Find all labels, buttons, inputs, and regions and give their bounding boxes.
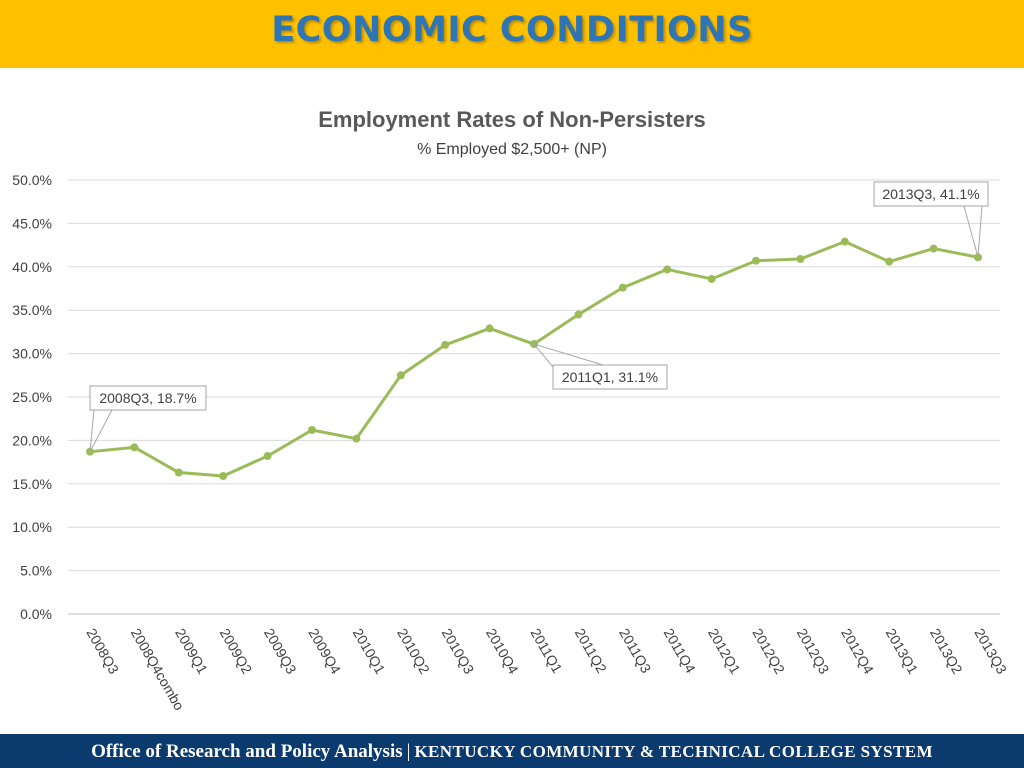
y-tick-label: 0.0% [20, 606, 52, 622]
annotation-leader [532, 343, 604, 368]
data-point [618, 283, 627, 292]
data-point [885, 257, 894, 266]
data-point [485, 324, 494, 333]
y-tick-label: 5.0% [20, 563, 52, 579]
data-point [707, 274, 716, 283]
employment-line-chart: Employment Rates of Non-Persisters % Empl… [12, 107, 1010, 713]
annotation-label: 2008Q3, 18.7% [99, 390, 196, 406]
data-point [574, 310, 583, 319]
footer-separator: | [406, 741, 411, 762]
x-tick-label: 2009Q4 [305, 626, 344, 677]
x-tick-label: 2011Q1 [527, 626, 565, 676]
x-tick-label: 2013Q2 [927, 626, 966, 677]
x-tick-label: 2012Q1 [705, 626, 744, 677]
y-tick-label: 25.0% [12, 389, 52, 405]
data-point [130, 443, 139, 452]
data-point [396, 371, 405, 380]
footer-banner: Office of Research and Policy Analysis | K… [0, 734, 1024, 768]
y-tick-label: 30.0% [12, 346, 52, 362]
x-tick-label: 2008Q3 [83, 626, 122, 677]
data-point [219, 471, 228, 480]
data-point [308, 425, 316, 434]
x-tick-label: 2009Q1 [172, 626, 211, 677]
x-tick-label: 2009Q2 [217, 626, 256, 677]
x-tick-label: 2012Q4 [838, 626, 877, 677]
page-title: ECONOMIC CONDITIONS [271, 10, 753, 50]
header-banner: ECONOMIC CONDITIONS [0, 0, 1024, 68]
y-tick-label: 35.0% [12, 302, 52, 318]
y-tick-label: 20.0% [12, 432, 52, 448]
annotation-box [89, 385, 207, 411]
y-tick-label: 50.0% [12, 172, 52, 188]
x-tick-label: 2010Q1 [350, 626, 389, 677]
data-point [263, 452, 272, 461]
annotation-leader [89, 409, 113, 452]
data-point [796, 254, 805, 263]
y-tick-label: 40.0% [12, 259, 52, 275]
x-tick-label: 2010Q2 [394, 626, 433, 677]
x-tick-label: 2009Q3 [261, 626, 300, 677]
chart-subtitle: % Employed $2,500+ (NP) [417, 141, 607, 158]
footer-system: KENTUCKY COMMUNITY & TECHNICAL COLLEGE S… [414, 742, 933, 761]
x-tick-label: 2012Q3 [794, 626, 833, 677]
annotation-label: 2011Q1, 31.1% [562, 369, 658, 385]
footer-text: Office of Research and Policy Analysis | K… [0, 741, 1024, 763]
data-point [352, 434, 361, 443]
annotation-label: 2013Q3, 41.1% [882, 186, 979, 202]
footer-office: Office of Research and Policy Analysis [91, 741, 403, 762]
x-tick-label: 2011Q3 [616, 626, 654, 676]
x-tick-label: 2013Q1 [883, 626, 922, 677]
x-tick-label: 2013Q3 [971, 626, 1010, 677]
data-point [929, 244, 938, 253]
data-point [174, 468, 183, 477]
data-point [441, 340, 450, 349]
data-point [752, 256, 760, 265]
data-point [840, 237, 849, 246]
y-tick-label: 10.0% [12, 519, 52, 535]
x-tick-label: 2010Q4 [483, 626, 522, 677]
y-tick-label: 45.0% [12, 215, 52, 231]
data-point [663, 265, 672, 274]
annotation-leader [963, 205, 983, 258]
x-tick-label: 2011Q4 [661, 626, 699, 676]
y-tick-label: 15.0% [12, 476, 52, 492]
x-tick-label: 2011Q2 [572, 626, 610, 676]
x-tick-label: 2010Q3 [439, 626, 478, 677]
annotation-box [552, 364, 668, 390]
x-tick-label: 2012Q2 [749, 626, 788, 677]
annotation-box [873, 181, 989, 207]
chart-title: Employment Rates of Non-Persisters [318, 107, 706, 132]
